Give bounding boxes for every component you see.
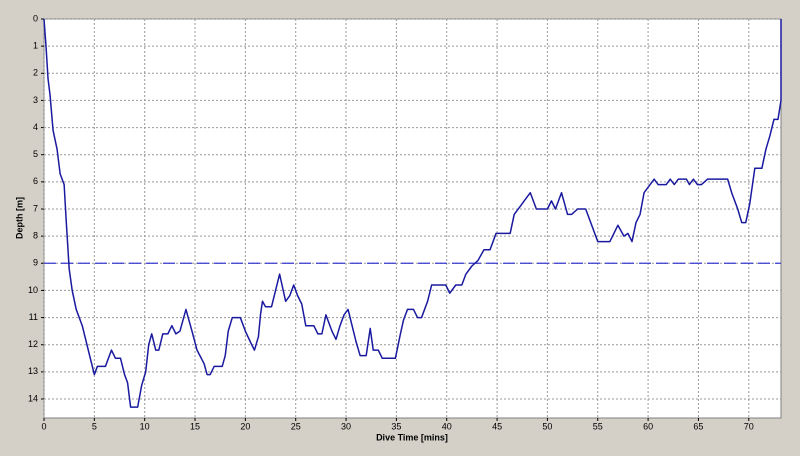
x-tick-label: 25 [291,421,301,431]
y-tick-label: 4 [33,122,38,132]
x-tick-label: 65 [693,421,703,431]
x-tick-label: 10 [140,421,150,431]
y-tick-label: 12 [28,339,38,349]
x-tick-label: 45 [492,421,502,431]
x-axis-title: Dive Time [mins] [376,432,448,442]
x-tick-label: 5 [92,421,97,431]
y-tick-label: 9 [33,258,38,268]
y-tick-label: 3 [33,95,38,105]
y-tick-label: 2 [33,68,38,78]
x-tick-label: 0 [41,421,46,431]
y-tick-label: 11 [29,312,38,322]
x-tick-label: 30 [341,421,351,431]
x-tick-label: 55 [593,421,603,431]
y-tick-label: 14 [28,393,38,403]
x-tick-label: 50 [542,421,552,431]
y-tick-label: 6 [33,176,38,186]
x-tick-label: 20 [240,421,250,431]
y-tick-label: 13 [28,366,38,376]
depth-line [43,18,782,408]
y-tick-label: 10 [28,285,38,295]
y-axis-title: Depth [m] [14,197,24,239]
y-tick-label: 5 [33,149,38,159]
x-tick-label: 60 [643,421,653,431]
plot-area [43,18,782,419]
y-tick-label: 1 [33,41,38,51]
x-tick-label: 70 [744,421,754,431]
y-tick-label: 0 [33,13,38,23]
x-tick-label: 35 [391,421,401,431]
y-tick-label: 8 [33,231,38,241]
x-tick-label: 15 [190,421,200,431]
y-tick-label: 7 [33,203,38,213]
x-tick-label: 40 [442,421,452,431]
